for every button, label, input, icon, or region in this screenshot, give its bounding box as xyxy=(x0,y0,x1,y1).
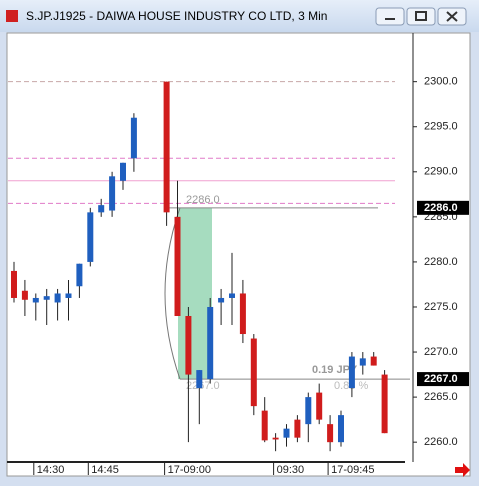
candle-body xyxy=(327,424,334,443)
candle-body xyxy=(305,397,312,425)
y-tick-label: 2300.0 xyxy=(424,76,458,88)
candle-body xyxy=(130,117,137,159)
price-marker-label: 2286.0 xyxy=(424,202,458,214)
window-title: S.JP.J1925 - DAIWA HOUSE INDUSTRY CO LTD… xyxy=(26,9,327,23)
x-tick-label: 14:30 xyxy=(37,464,65,476)
y-tick-label: 2265.0 xyxy=(424,391,458,403)
y-tick-label: 2270.0 xyxy=(424,346,458,358)
candle-body xyxy=(21,290,28,300)
candle-body xyxy=(120,162,126,181)
measure-box xyxy=(178,207,212,380)
candle-body xyxy=(196,370,203,389)
candle-body xyxy=(283,428,290,438)
candle-body xyxy=(185,315,192,375)
candle-body xyxy=(348,356,355,389)
x-tick-label: 17-09:00 xyxy=(168,464,211,476)
maximize-icon xyxy=(415,11,427,21)
y-tick-label: 2275.0 xyxy=(424,301,458,313)
chart-area xyxy=(6,32,471,477)
candle-body xyxy=(11,270,17,298)
x-tick-label: 09:30 xyxy=(277,464,305,476)
candle-body xyxy=(76,263,83,287)
app-icon xyxy=(6,10,18,22)
measure-arc xyxy=(164,207,181,380)
candle-body xyxy=(294,419,301,438)
close-icon xyxy=(446,11,458,22)
candle-body xyxy=(174,216,181,316)
y-tick-label: 2260.0 xyxy=(424,436,458,448)
candle-body xyxy=(207,306,214,380)
candle-body xyxy=(370,356,377,366)
measure-change: 0.19 JPY xyxy=(312,364,358,376)
candle-body xyxy=(54,293,61,303)
minimize-button[interactable] xyxy=(375,7,405,26)
candle-body xyxy=(338,415,344,443)
maximize-button[interactable] xyxy=(406,7,436,26)
candle-body xyxy=(43,296,50,300)
candle-body xyxy=(381,374,388,434)
price-marker xyxy=(417,200,469,215)
candle-body xyxy=(218,297,225,303)
candle-body xyxy=(316,392,323,420)
candle-body xyxy=(261,410,268,441)
window-buttons[interactable] xyxy=(375,7,467,26)
x-tick-label: 14:45 xyxy=(91,464,119,476)
minimize-icon xyxy=(385,18,395,20)
candle-body xyxy=(250,338,257,407)
price-marker xyxy=(417,372,469,387)
price-marker-label: 2267.0 xyxy=(424,373,458,385)
measure-low-label: 2267.0 xyxy=(186,380,220,392)
y-tick-label: 2290.0 xyxy=(424,166,458,178)
candle-body xyxy=(359,358,366,366)
candle-body xyxy=(229,293,235,298)
scroll-arrow[interactable] xyxy=(455,463,470,477)
x-tick-label: 17-09:45 xyxy=(331,464,374,476)
y-tick-label: 2295.0 xyxy=(424,121,458,133)
candle-body xyxy=(109,176,116,211)
candle-body xyxy=(163,81,170,213)
candle-body xyxy=(272,437,279,440)
candle-body xyxy=(32,297,39,303)
candle-body xyxy=(87,212,94,262)
candle-body xyxy=(65,293,72,298)
measure-high-label: 2286.0 xyxy=(186,194,220,206)
candle-body xyxy=(239,293,246,335)
candle-body xyxy=(98,205,105,213)
y-tick-label: 2280.0 xyxy=(424,256,458,268)
